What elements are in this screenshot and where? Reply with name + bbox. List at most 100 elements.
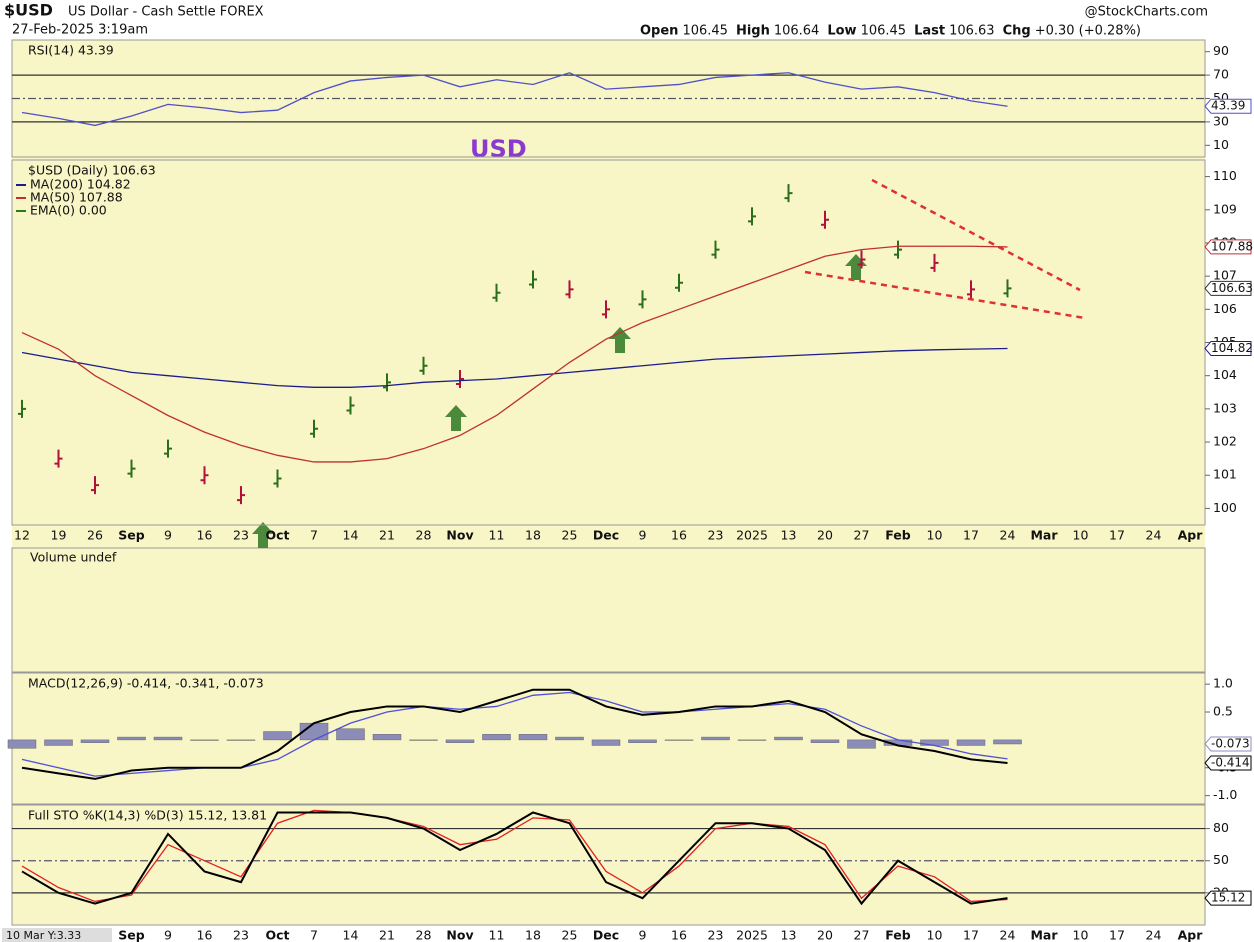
y-tick-label: 80 (1213, 820, 1229, 835)
y-tick-label: -1.0 (1213, 787, 1237, 802)
arrow (252, 522, 274, 548)
histogram-bar (190, 739, 219, 741)
quote-value: 106.45 (682, 24, 728, 39)
value-tag-label: -0.414 (1211, 755, 1250, 769)
histogram-bar (482, 734, 511, 741)
cursor-label: 10 Mar Y:3.33 (6, 929, 81, 942)
value-tag (1204, 98, 1252, 114)
price-bar (711, 240, 720, 259)
x-tick-label: 9 (164, 528, 172, 543)
y-tick-label: 104 (1213, 367, 1237, 382)
x-tick-label: 10 (1073, 528, 1089, 543)
histogram-bar (628, 739, 657, 743)
x-tick-label: 16 (671, 928, 687, 942)
x-tick-label: 24 (1000, 928, 1016, 942)
series-line (21, 688, 1008, 780)
quote-label: High (736, 24, 770, 39)
legend-label: EMA(0) 0.00 (30, 203, 107, 218)
value-tag (1204, 280, 1252, 296)
y-tick-label: 102 (1213, 434, 1237, 449)
quote-value: 106.63 (949, 24, 995, 39)
y-tick-label: 90 (1213, 43, 1229, 58)
histogram-bar (336, 728, 365, 741)
x-tick-label: Feb (885, 528, 911, 543)
x-tick-label: 28 (416, 928, 432, 942)
price-bar (748, 207, 756, 226)
x-tick-label: Oct (265, 528, 289, 543)
y-tick-label: 109 (1213, 201, 1237, 216)
x-tick-label: 14 (343, 528, 359, 543)
panel-frame (11, 672, 1206, 805)
x-tick-label: Nov (446, 528, 473, 543)
histogram-bar (226, 739, 256, 741)
x-tick-label: 27 (854, 928, 870, 942)
histogram-bar (555, 736, 584, 741)
volume-label: Volume undef (30, 550, 117, 565)
price-bar (310, 419, 318, 438)
quote-label: Low (827, 24, 856, 39)
volume-frame (11, 547, 1206, 673)
histogram-bar (664, 739, 694, 741)
quote-value: 106.64 (774, 24, 820, 39)
legend-label: MA(50) 107.88 (30, 190, 123, 205)
price-bar (127, 459, 136, 478)
x-tick-label: Nov (446, 928, 473, 942)
x-tick-label: Feb (885, 928, 911, 942)
x-tick-label: 10 (1073, 928, 1089, 942)
x-tick-label: 16 (197, 928, 213, 942)
price-bar (54, 449, 63, 468)
price-bar (346, 396, 355, 415)
x-tick-label: 11 (489, 928, 505, 942)
x-tick-label: 14 (343, 928, 359, 942)
price-bar (565, 280, 574, 299)
quote-value: +0.30 (+0.28%) (1035, 24, 1141, 39)
value-tag-label: 43.39 (1211, 99, 1245, 113)
quote-label: Open (640, 24, 678, 39)
price-bar (675, 273, 683, 292)
x-tick-label: 23 (708, 928, 724, 942)
x-tick-label: 12 (14, 528, 30, 543)
quote-label: Chg (1003, 24, 1031, 39)
cursor-box (2, 928, 112, 942)
x-tick-label: 24 (1146, 528, 1162, 543)
price-bar (857, 250, 866, 269)
panel-title: RSI(14) 43.39 (28, 43, 114, 58)
x-tick-label: Sep (118, 928, 144, 942)
price-bar (273, 469, 282, 488)
x-tick-label: 21 (379, 528, 395, 543)
x-tick-label: 23 (233, 928, 249, 942)
x-tick-label: 24 (1000, 528, 1016, 543)
x-tick-label: 2025 (736, 528, 768, 543)
x-tick-label: Mar (1030, 528, 1058, 543)
x-tick-label: Mar (1030, 928, 1058, 942)
value-tag-label: 107.88 (1211, 239, 1253, 253)
quote-value: 106.45 (861, 24, 907, 39)
price-bar (638, 290, 647, 309)
timestamp: 27-Feb-2025 3:19am (12, 23, 148, 38)
histogram-bar (591, 739, 621, 746)
histogram-bar (263, 731, 292, 741)
x-tick-label: 16 (671, 528, 687, 543)
histogram-bar (153, 736, 183, 741)
x-tick-label: 2025 (736, 928, 768, 942)
histogram-bar (445, 739, 475, 743)
y-tick-label: 70 (1213, 67, 1229, 82)
value-tag-label: 106.63 (1211, 281, 1253, 295)
quote: Open 106.45 High 106.64 Low 106.45 Last 106.63 C… (640, 24, 1141, 39)
y-tick-label: 30 (1213, 113, 1229, 128)
histogram-bar (80, 739, 110, 743)
x-tick-label: Apr (1178, 928, 1204, 942)
series-line (21, 347, 1008, 388)
price-bar (1003, 279, 1012, 298)
price-bar (164, 439, 172, 458)
y-tick-label: 110 (1213, 168, 1237, 183)
x-tick-label: 16 (197, 528, 213, 543)
y-tick-label: 0.5 (1213, 704, 1233, 719)
x-tick-label: 10 (927, 928, 943, 942)
x-tick-label: Sep (118, 528, 144, 543)
panel-title: Full STO %K(14,3) %D(3) 15.12, 13.81 (28, 808, 267, 823)
histogram-bar (737, 739, 767, 741)
x-tick-label: Oct (265, 928, 289, 942)
panel-frame (11, 804, 1206, 926)
